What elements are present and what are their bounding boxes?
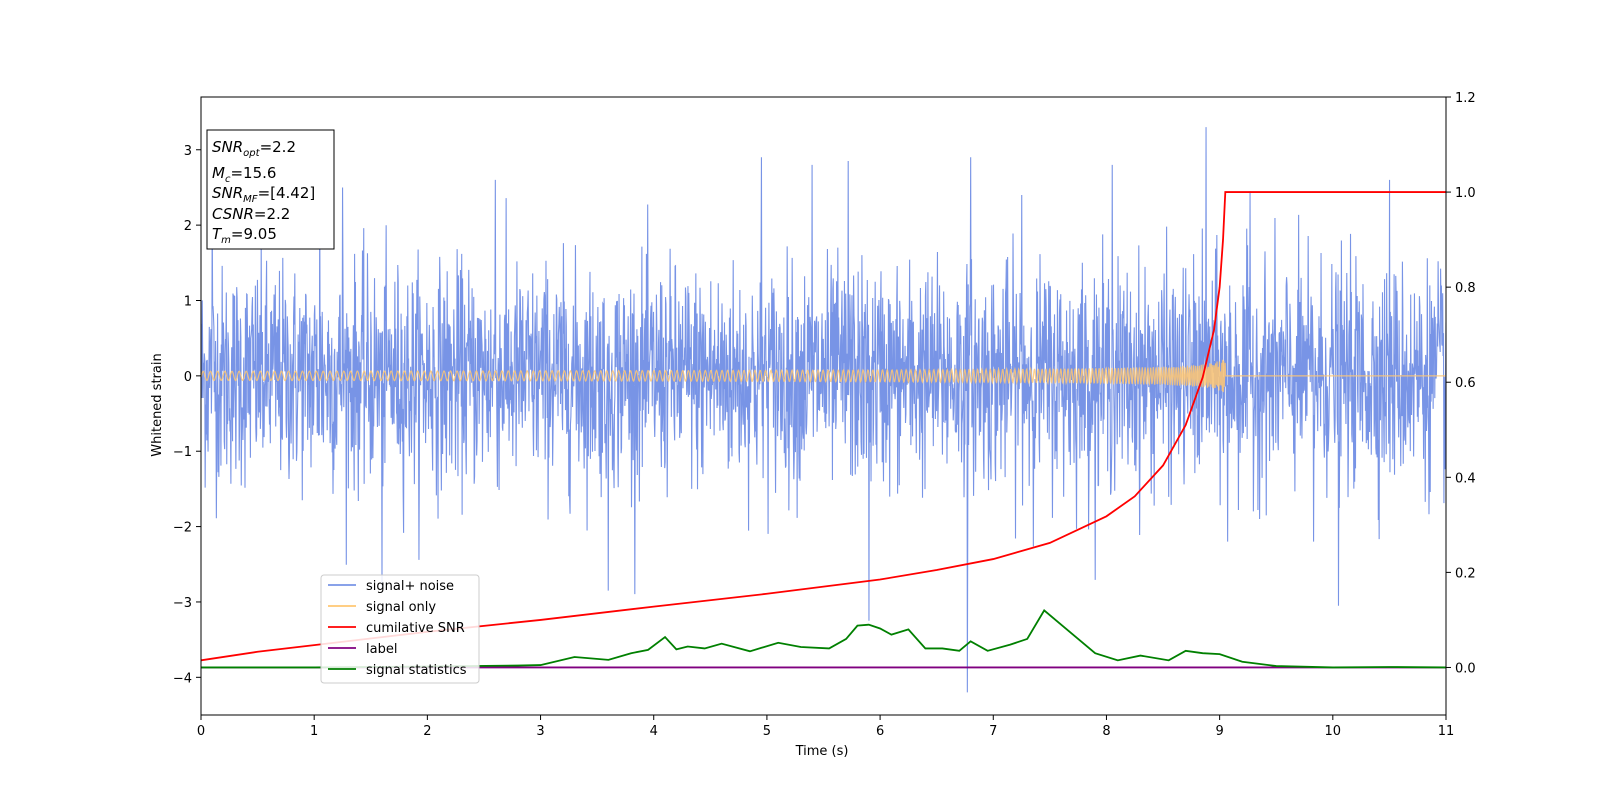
info-snr-mf: SNRMF=[4.42] (212, 184, 315, 205)
x-tick-label: 4 (650, 724, 658, 739)
info-box: SNRopt=2.2 Mc=15.6 SNRMF=[4.42] CSNR=2.2… (206, 129, 335, 250)
info-snr-opt: SNRopt=2.2 (212, 138, 296, 159)
x-tick-label: 2 (423, 724, 431, 739)
y-right-tick-label: 0.4 (1455, 471, 1476, 486)
legend-label: signal+ noise (366, 579, 454, 594)
y-right-tick-label: 0.0 (1455, 661, 1476, 676)
legend: signal+ noise signal only cumilative SNR… (320, 574, 480, 684)
y-left-tick-label: 0 (184, 370, 192, 385)
x-tick-label: 8 (1102, 724, 1110, 739)
legend-label: label (366, 642, 397, 657)
legend-entry-cumulative-snr: cumilative SNR (328, 621, 465, 636)
x-tick-label: 6 (876, 724, 884, 739)
y-right-tick-label: 1.0 (1455, 186, 1476, 201)
y-right-tick-label: 0.8 (1455, 281, 1476, 296)
y-left-tick-label: −3 (173, 596, 192, 611)
y-left-tick-label: −4 (173, 671, 192, 686)
info-csnr: CSNR=2.2 (212, 205, 290, 223)
plot-frame (200, 96, 1447, 716)
y-left-tick-label: −2 (173, 521, 192, 536)
series-signal-noise (201, 127, 1446, 693)
y-right-tick-label: 1.2 (1455, 91, 1476, 106)
legend-entry-signal-noise: signal+ noise (328, 579, 454, 594)
y-left-tick-label: 2 (184, 219, 192, 234)
x-tick-label: 11 (1438, 724, 1455, 739)
x-tick-label: 0 (197, 724, 205, 739)
info-mc: Mc=15.6 (212, 164, 276, 185)
x-tick-label: 1 (310, 724, 318, 739)
y-axis-label: Whitened strain (150, 353, 165, 456)
x-axis-label: Time (s) (795, 744, 849, 759)
y-left-tick-label: 3 (184, 144, 192, 159)
y-left-tick-label: 1 (184, 294, 192, 309)
x-tick-label: 3 (536, 724, 544, 739)
series-signal-statistics (201, 609, 1446, 669)
info-tm: Tm=9.05 (212, 225, 277, 246)
legend-entry-signal-statistics: signal statistics (328, 663, 467, 678)
x-tick-label: 7 (989, 724, 997, 739)
y-right-tick-label: 0.2 (1455, 566, 1476, 581)
legend-entry-label: label (328, 642, 397, 657)
legend-label: signal statistics (366, 663, 467, 678)
legend-frame (320, 574, 480, 684)
y-left-tick-label: −1 (173, 445, 192, 460)
x-tick-label: 10 (1325, 724, 1342, 739)
x-tick-label: 5 (763, 724, 771, 739)
legend-entry-signal-only: signal only (328, 600, 436, 615)
x-tick-label: 9 (1215, 724, 1223, 739)
axes: 0 1 2 3 4 5 6 7 8 9 10 11 −4 −3 −2 −1 0 1 2 3 0.0 0.2 0.4 0.6 0.… (173, 91, 1476, 739)
legend-label: cumilative SNR (366, 621, 465, 636)
y-right-tick-label: 0.6 (1455, 376, 1476, 391)
info-box-frame (206, 129, 335, 250)
legend-label: signal only (366, 600, 436, 615)
series-signal-only (201, 359, 1446, 393)
